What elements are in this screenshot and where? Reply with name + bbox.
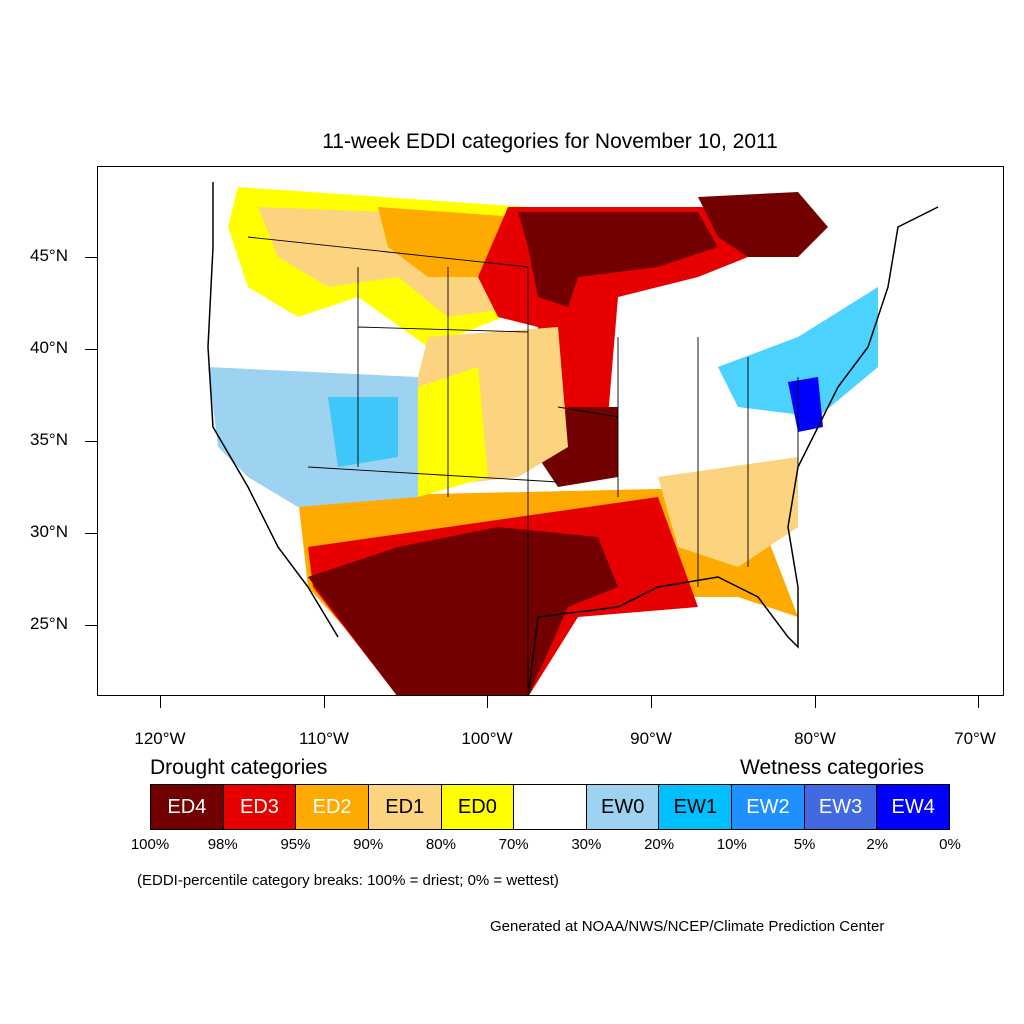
drought-ed4-midwest [518,212,718,307]
legend-cell-ed0: ED0 [441,785,515,829]
eddi-map [207,182,939,695]
y-tick [85,257,97,258]
x-tick-label: 110°W [299,729,349,748]
legend-break-label: 5% [793,836,816,853]
x-tick-label: 80°W [794,729,836,748]
coastline [207,182,939,695]
y-tick [85,441,97,442]
legend-cell-ed4: ED4 [151,785,224,829]
legend-break-label: 80% [425,836,456,853]
x-tick [324,696,325,708]
x-tick-label: 70°W [954,729,996,748]
y-tick-label: 25°N [30,614,68,633]
y-tick-label: 45°N [30,246,68,265]
legend-break-label: 95% [280,836,311,853]
legend-cell-ew1: EW1 [659,785,733,829]
x-tick-label: 120°W [134,729,186,748]
legend-cell-ew0: EW0 [586,785,660,829]
y-tick-label: 30°N [30,522,68,541]
legend-break-label: 98% [207,836,238,853]
x-tick [487,696,488,708]
legend-cell-ed2: ED2 [296,785,369,829]
legend-break-label: 0% [939,836,961,853]
legend-break-label: 70% [498,836,529,853]
legend-cell-ew2: EW2 [732,785,805,829]
wetness-categories-heading: Wetness categories [740,756,925,779]
legend-break-label: 10% [716,836,747,853]
x-tick [815,696,816,708]
drought-categories-heading: Drought categories [150,756,328,779]
wet-ew4-midatlantic [788,377,823,432]
legend-cell-ed3: ED3 [223,785,297,829]
y-tick-label: 35°N [30,430,68,449]
drought-ed0-central [418,367,488,497]
legend-break-label: 90% [353,836,384,853]
legend-cell-ed1: ED1 [368,785,442,829]
map-plot-area [97,166,1004,696]
x-tick-label: 90°W [630,729,672,748]
y-tick [85,349,97,350]
legend-break-label: 30% [571,836,602,853]
state-boundaries [247,236,799,687]
legend-cell-ew3: EW3 [804,785,878,829]
x-tick [651,696,652,708]
legend-cell-ew4: EW4 [877,785,950,829]
y-tick [85,625,97,626]
legend-break-label: 20% [644,836,675,853]
legend-break-label: 2% [866,836,889,853]
category-breaks-note: (EDDI-percentile category breaks: 100% =… [137,872,559,889]
drought-ed1-southeast [658,457,798,567]
drought-ed4-texas [308,527,618,695]
legend-cell-normal [514,785,587,829]
credit-line: Generated at NOAA/NWS/NCEP/Climate Predi… [490,918,885,935]
wet-ew1-northeast [718,287,878,417]
y-tick-label: 40°N [30,338,68,357]
x-tick [160,696,161,708]
drought-ed4-michigan [698,192,828,257]
y-tick [85,533,97,534]
legend-colorbar: ED4 ED3 ED2 ED1 ED0 EW0 EW1 EW2 EW3 EW4 [150,784,950,830]
drought-ed2-north [378,207,518,277]
map-title: 11-week EDDI categories for November 10,… [322,130,778,153]
x-tick [978,696,979,708]
legend-break-label: 100% [130,836,170,853]
x-tick-label: 100°W [461,729,513,748]
wet-ew1-southwest [328,397,398,467]
